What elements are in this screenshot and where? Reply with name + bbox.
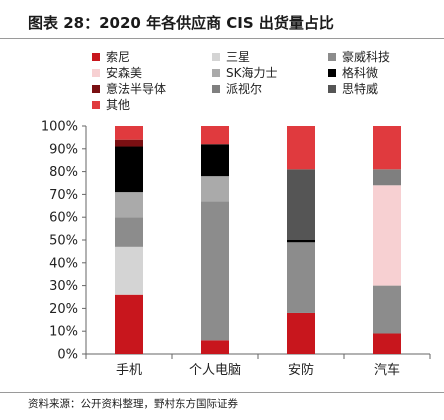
y-tick-label: 10% bbox=[49, 325, 78, 340]
legend-swatch bbox=[212, 68, 220, 77]
source-note: 资料来源：公开资料整理，野村东方国际证券 bbox=[28, 398, 238, 410]
bar-segment bbox=[115, 217, 143, 247]
y-tick-label: 70% bbox=[49, 188, 78, 203]
legend-item: 思特威 bbox=[328, 80, 378, 97]
bar-segment bbox=[373, 285, 401, 334]
legend-swatch bbox=[328, 52, 336, 61]
legend-swatch bbox=[328, 68, 336, 77]
legend-item: 三星 bbox=[212, 48, 250, 65]
legend-label: 其他 bbox=[106, 98, 131, 112]
legend-label: 格科微 bbox=[342, 66, 379, 80]
x-tick-label: 手机 bbox=[116, 363, 142, 378]
legend-item: 意法半导体 bbox=[92, 80, 166, 97]
bar-segment bbox=[287, 240, 315, 243]
x-tick-label: 汽车 bbox=[374, 362, 400, 378]
legend-swatch bbox=[92, 52, 100, 61]
bar-segment bbox=[373, 126, 401, 170]
bar-segment bbox=[115, 192, 143, 218]
bar-segment bbox=[287, 126, 315, 170]
legend-label: 豪威科技 bbox=[342, 50, 391, 64]
bar-segment bbox=[373, 169, 401, 186]
bar-segment bbox=[287, 242, 315, 313]
legend-swatch bbox=[212, 52, 220, 61]
legend-label: 索尼 bbox=[106, 50, 131, 64]
bar-segment bbox=[287, 169, 315, 240]
bar-segment bbox=[201, 144, 229, 177]
legend-swatch bbox=[92, 84, 100, 93]
legend-label: 三星 bbox=[226, 50, 251, 64]
legend-label: 意法半导体 bbox=[106, 82, 167, 96]
bar-segment bbox=[201, 126, 229, 145]
bar-segment bbox=[115, 246, 143, 295]
y-tick-label: 50% bbox=[49, 234, 78, 249]
legend-item: SK海力士 bbox=[212, 64, 278, 81]
legend-item: 豪威科技 bbox=[328, 48, 390, 65]
chart-title: 图表 28：2020 年各供应商 CIS 出货量占比 bbox=[28, 14, 334, 32]
y-tick-label: 30% bbox=[49, 279, 78, 294]
legend-swatch bbox=[328, 84, 336, 93]
bar-segment bbox=[373, 185, 401, 286]
y-tick-label: 60% bbox=[49, 211, 78, 226]
legend-item: 格科微 bbox=[328, 64, 378, 81]
legend-label: 思特威 bbox=[342, 82, 379, 96]
legend-item: 索尼 bbox=[92, 48, 130, 65]
y-tick-label: 20% bbox=[49, 302, 78, 317]
y-tick-label: 40% bbox=[49, 256, 78, 271]
bar-segment bbox=[201, 340, 229, 354]
bar-segment bbox=[115, 126, 143, 140]
legend-swatch bbox=[92, 100, 100, 109]
title-divider bbox=[0, 38, 444, 39]
legend-label: 派视尔 bbox=[226, 82, 263, 96]
y-tick-label: 80% bbox=[49, 165, 78, 180]
bar-segment bbox=[115, 146, 143, 193]
legend-label: 安森美 bbox=[106, 66, 143, 80]
bar-segment bbox=[287, 312, 315, 354]
x-tick-label: 个人电脑 bbox=[189, 363, 241, 378]
bar-segment bbox=[115, 294, 143, 354]
x-tick-label: 安防 bbox=[288, 362, 314, 378]
legend-item: 安森美 bbox=[92, 64, 142, 81]
legend-item: 派视尔 bbox=[212, 80, 262, 97]
bar-segment bbox=[115, 139, 143, 147]
legend-swatch bbox=[92, 68, 100, 77]
bar-segment bbox=[201, 201, 229, 341]
source-divider bbox=[0, 392, 444, 393]
y-tick-label: 100% bbox=[41, 120, 78, 135]
legend-label: SK海力士 bbox=[226, 66, 278, 80]
bar-segment bbox=[201, 176, 229, 202]
legend-item: 其他 bbox=[92, 96, 130, 113]
y-tick-label: 0% bbox=[57, 348, 78, 363]
legend-swatch bbox=[212, 84, 220, 93]
bar-segment bbox=[373, 333, 401, 354]
y-tick-label: 90% bbox=[49, 142, 78, 157]
